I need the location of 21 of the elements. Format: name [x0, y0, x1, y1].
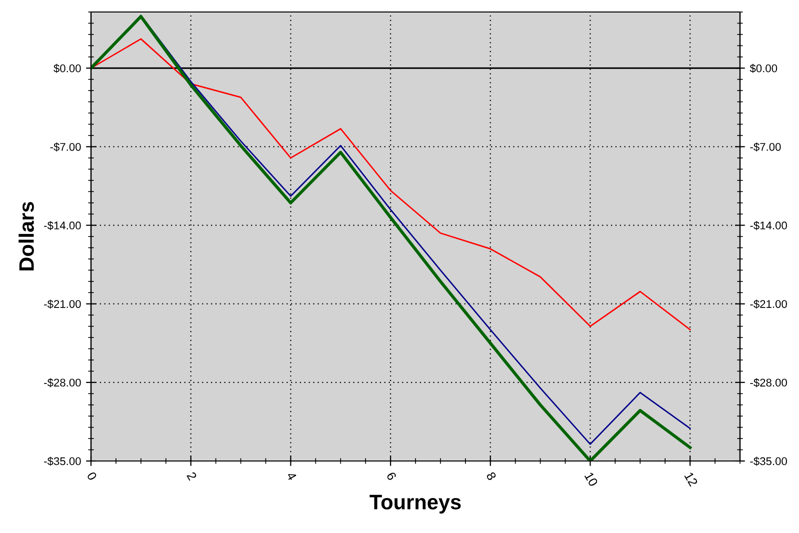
- x-tick-label: 8: [486, 471, 497, 481]
- y-tick-label: -$28.00: [44, 378, 81, 388]
- x-axis-title: Tourneys: [370, 494, 461, 514]
- x-tick-label: 4: [286, 471, 297, 481]
- y2-tick-label: -$14.00: [750, 221, 787, 230]
- y2-tick-label: -$21.00: [750, 300, 787, 309]
- y-tick-label: $0.00: [54, 64, 81, 73]
- x-tick-label: 12: [684, 472, 698, 487]
- y2-tick-label: -$7.00: [750, 142, 781, 152]
- y2-tick-label: $0.00: [750, 64, 778, 73]
- y-tick-label: -$21.00: [44, 300, 81, 309]
- y-tick-label: -$14.00: [44, 221, 81, 230]
- y2-tick-label: -$28.00: [750, 378, 787, 388]
- y2-tick-label: -$35.00: [750, 456, 787, 466]
- x-tick-label: 0: [86, 471, 98, 481]
- y-axis-title: Dollars: [18, 202, 34, 270]
- x-tick-label: 2: [186, 471, 198, 481]
- y-tick-label: -$35.00: [44, 456, 81, 466]
- x-tick-label: 6: [386, 471, 397, 481]
- x-tick-label: 10: [584, 472, 598, 487]
- y-tick-label: -$7.00: [50, 142, 81, 152]
